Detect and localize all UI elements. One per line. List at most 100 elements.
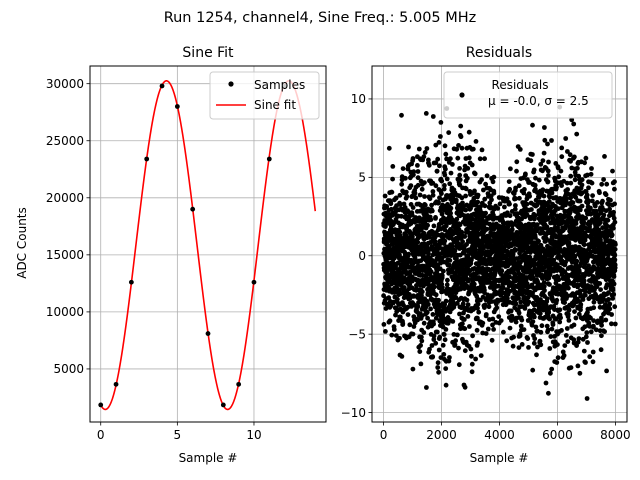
residual-point: [430, 354, 436, 360]
ax2-ytick-label-3: 5: [358, 171, 366, 185]
residual-point: [442, 238, 448, 244]
residual-point: [558, 315, 563, 321]
residual-point: [397, 229, 403, 235]
residual-point: [555, 342, 560, 347]
legend-residuals-stats: μ = -0.0, σ = 2.5: [488, 94, 589, 108]
sample-point-6: [190, 206, 196, 212]
residual-point: [399, 354, 405, 359]
residual-point: [516, 310, 522, 316]
residual-point: [572, 177, 578, 183]
residual-point: [598, 220, 603, 225]
residual-point: [463, 193, 468, 199]
residual-point: [479, 177, 484, 183]
residual-point: [612, 201, 617, 207]
residual-point: [511, 334, 516, 340]
residual-point: [468, 261, 474, 266]
residual-point: [443, 366, 449, 371]
sample-point-0: [98, 402, 104, 408]
residual-point: [507, 186, 513, 192]
residual-point: [491, 174, 497, 180]
residual-point: [596, 227, 602, 233]
residual-point: [431, 321, 436, 327]
residual-point: [397, 335, 402, 341]
residual-point: [462, 384, 468, 390]
residual-point: [568, 158, 573, 164]
residual-point: [601, 212, 607, 218]
legend-samples-label: Samples: [254, 78, 305, 92]
residual-point: [462, 234, 468, 239]
residual-point: [415, 304, 421, 309]
residual-point: [559, 154, 565, 160]
residual-point: [604, 223, 610, 228]
residual-point: [418, 361, 424, 367]
residual-point: [544, 236, 549, 242]
residual-point: [563, 234, 568, 240]
residual-point: [582, 160, 587, 166]
residual-point: [599, 315, 604, 321]
residual-point: [489, 197, 494, 203]
residual-point: [588, 329, 594, 335]
residual-point: [451, 332, 457, 337]
residual-point: [568, 180, 574, 186]
residual-point: [602, 154, 607, 159]
residual-point: [578, 302, 584, 307]
residual-point: [557, 319, 563, 325]
residual-point: [523, 171, 528, 177]
residual-point: [555, 355, 561, 361]
residual-point: [514, 168, 519, 174]
residual-point: [419, 338, 425, 344]
residual-point: [408, 183, 414, 189]
residual-point: [496, 314, 502, 319]
residual-point: [427, 346, 432, 352]
residual-point: [545, 168, 551, 174]
residual-point: [517, 147, 523, 152]
sample-point-9: [236, 381, 242, 387]
residual-point: [568, 195, 573, 201]
residual-point: [463, 186, 469, 192]
residual-point: [532, 213, 538, 219]
residual-point: [386, 145, 392, 151]
residual-point: [573, 244, 578, 249]
residual-point: [610, 168, 615, 174]
residual-point: [611, 225, 616, 231]
residual-point: [565, 187, 570, 192]
residual-point: [475, 315, 480, 321]
ax2-ytick-label-2: 0: [358, 249, 366, 263]
residual-point: [406, 251, 411, 257]
residual-point: [433, 160, 439, 166]
residual-point: [612, 265, 618, 271]
residual-point: [547, 316, 552, 322]
residual-point: [450, 162, 455, 167]
residual-point: [562, 343, 568, 348]
residual-point: [400, 166, 406, 172]
residual-point: [575, 339, 581, 345]
residual-point: [534, 352, 539, 358]
residual-point: [575, 284, 580, 290]
residual-point: [472, 188, 477, 194]
residual-point: [465, 302, 471, 308]
residual-point: [581, 348, 587, 354]
residual-point: [554, 360, 560, 365]
residual-point: [403, 189, 409, 195]
residual-point: [457, 166, 462, 171]
residual-point: [477, 156, 483, 162]
residual-point: [448, 156, 453, 162]
residual-point: [530, 122, 535, 128]
residual-point: [473, 356, 478, 362]
residual-point: [557, 307, 563, 313]
residual-point: [529, 322, 535, 328]
residual-point: [555, 165, 561, 171]
residual-point: [513, 301, 519, 307]
residual-point: [529, 207, 534, 212]
residual-point: [480, 320, 486, 326]
residual-point: [469, 257, 474, 263]
residual-point: [482, 156, 487, 162]
residual-point: [577, 288, 583, 294]
ax2-xtick-label-1: 2000: [426, 428, 457, 442]
residual-point: [479, 147, 485, 153]
ax1-xtick-label-1: 5: [174, 428, 182, 442]
residual-point: [483, 210, 488, 216]
residual-point: [498, 318, 504, 323]
residual-point: [547, 271, 553, 276]
residual-point: [417, 349, 423, 354]
